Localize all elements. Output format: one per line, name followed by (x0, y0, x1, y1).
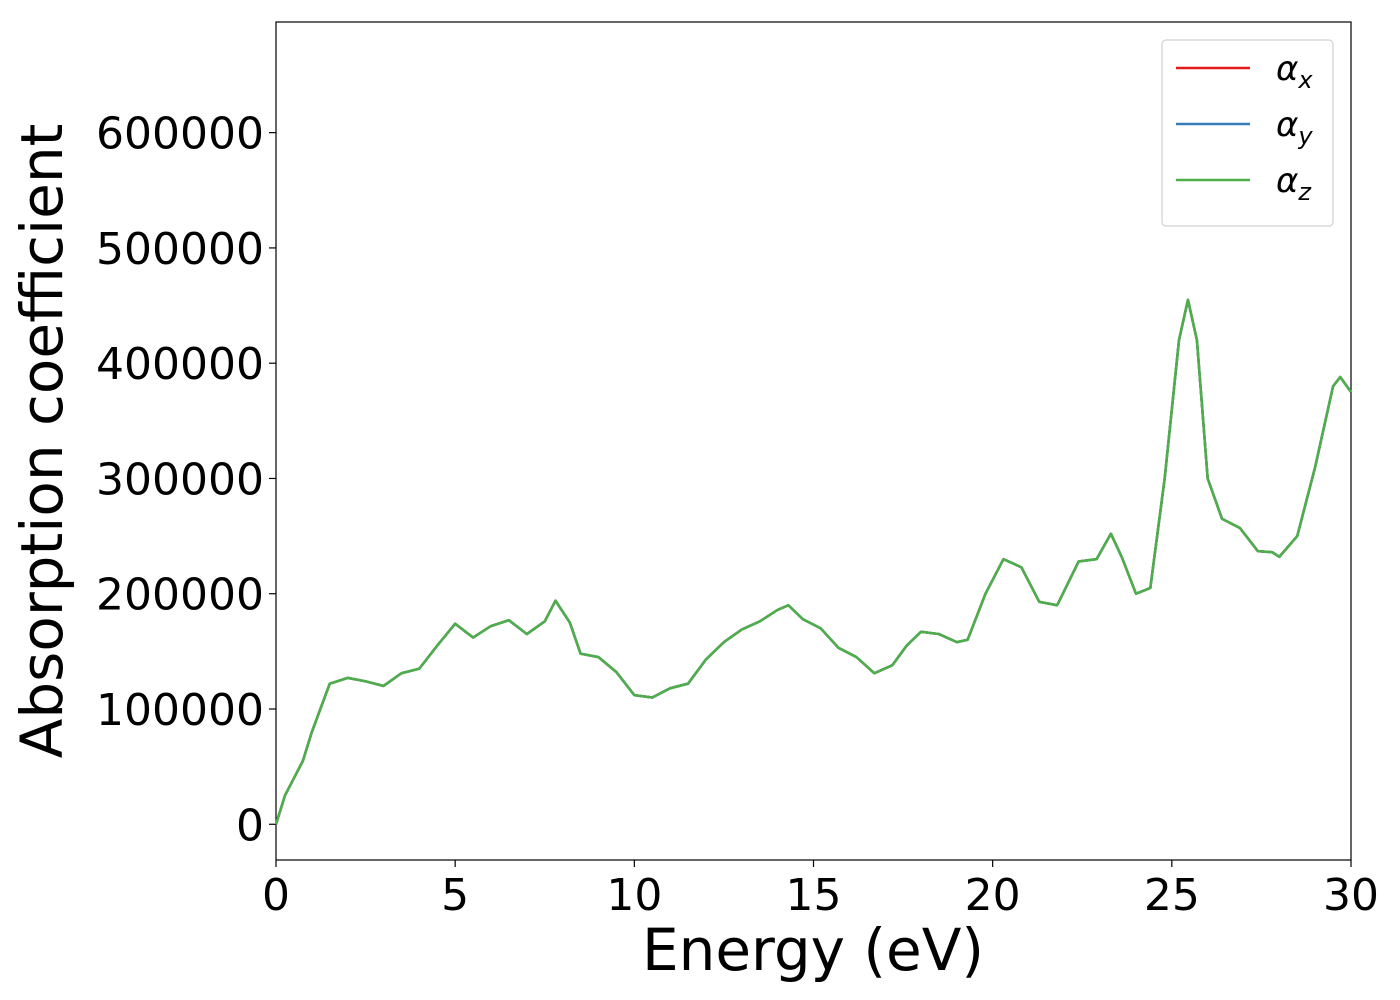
y-tick-label: 100000 (96, 685, 264, 736)
legend-label: αy (1276, 105, 1313, 150)
y-tick-label: 300000 (96, 454, 264, 505)
y-axis-label: Absorption coefficient (8, 124, 76, 759)
legend-label: αx (1276, 49, 1313, 94)
legend-label: αz (1276, 161, 1312, 206)
x-tick-label: 0 (262, 870, 290, 921)
series-line (274, 298, 1353, 825)
x-tick-label: 30 (1323, 870, 1379, 921)
y-tick-label: 500000 (96, 224, 264, 275)
x-tick-label: 5 (441, 870, 469, 921)
series-line (274, 298, 1353, 825)
x-tick-label: 10 (606, 870, 662, 921)
series-line (274, 298, 1353, 825)
x-tick-label: 20 (965, 870, 1021, 921)
y-tick-label: 600000 (96, 109, 264, 160)
y-tick-label: 200000 (96, 570, 264, 621)
y-tick-label: 400000 (96, 339, 264, 390)
x-tick-label: 25 (1144, 870, 1200, 921)
y-tick-label: 0 (236, 800, 264, 851)
x-tick-label: 15 (786, 870, 842, 921)
x-axis-label: Energy (eV) (642, 916, 984, 984)
